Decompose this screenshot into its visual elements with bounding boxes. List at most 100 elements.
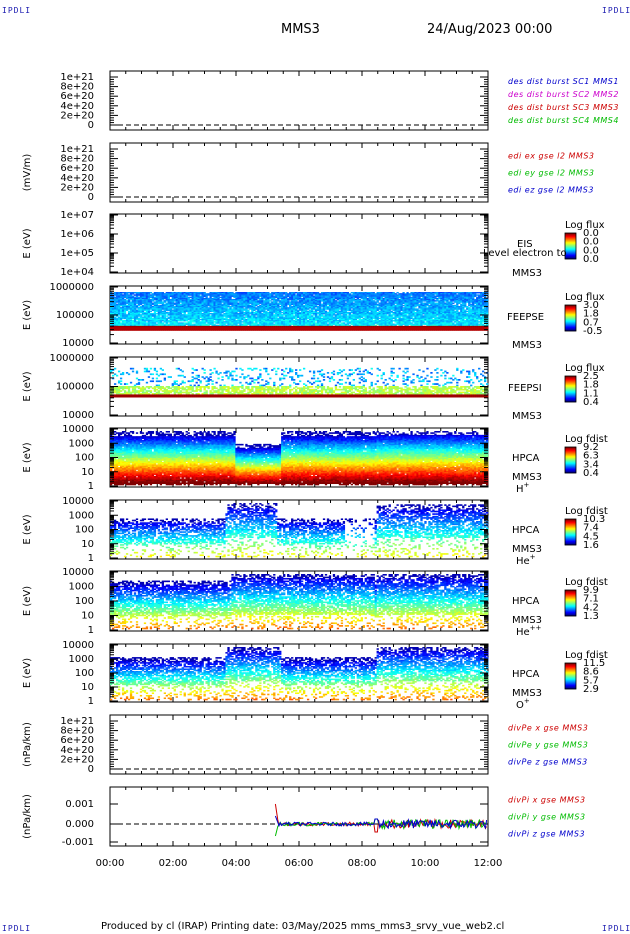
p4-cell	[325, 308, 327, 309]
p4-cell	[215, 329, 217, 330]
p4-cell	[211, 311, 213, 312]
p4-cell	[140, 312, 142, 313]
p4-cell	[168, 310, 170, 311]
p1-legend-item: des dist burst SC2 MMS2	[508, 90, 619, 99]
p4-cell	[205, 321, 207, 322]
p4-cell	[367, 296, 369, 297]
p4-cell	[335, 298, 337, 299]
p4-spectrogram	[110, 292, 488, 331]
p4-cell	[335, 329, 337, 330]
p4-cell	[225, 329, 227, 330]
p10-legend-item: divPe y gse MMS3	[508, 741, 588, 750]
p4-cell	[162, 308, 164, 309]
p4-cell	[385, 329, 387, 330]
p4-cell	[136, 329, 138, 330]
p4-cell	[178, 320, 180, 321]
p4-cell	[353, 300, 355, 301]
p4-cell	[249, 329, 251, 330]
p4-cell	[279, 329, 281, 330]
p4-cell	[377, 324, 379, 325]
p4-cell	[293, 313, 295, 314]
p4-cell	[257, 321, 259, 322]
p4-cell	[188, 319, 190, 320]
p4-cell	[231, 296, 233, 297]
p4-cell	[128, 308, 130, 309]
p4-cell	[255, 305, 257, 306]
p4-cell	[291, 329, 293, 330]
p4-cell	[297, 317, 299, 318]
p4-cell	[243, 306, 245, 307]
p4-cell	[355, 329, 357, 330]
p4-cell	[190, 294, 192, 295]
p4-cell	[321, 300, 323, 301]
p4-cell	[200, 319, 202, 320]
p4-cell	[184, 329, 186, 330]
p1-legend-item: des dist burst SC1 MMS1	[508, 77, 619, 86]
p4-cell	[122, 318, 124, 319]
p4-cell	[307, 329, 309, 330]
p4-cell	[227, 329, 229, 330]
p4-cell	[122, 292, 124, 293]
p4-cell	[375, 299, 377, 300]
p4-cell	[132, 318, 134, 319]
p4-cell	[317, 313, 319, 314]
p4-cell	[279, 306, 281, 307]
p4-cell	[363, 329, 365, 330]
p4-cell	[170, 329, 172, 330]
p4-cell	[339, 308, 341, 309]
p4-cell	[317, 310, 319, 311]
p4-cell	[156, 321, 158, 322]
p4-cell	[379, 308, 381, 309]
p4-cell	[237, 322, 239, 323]
p4-cell	[255, 308, 257, 309]
p4-cell	[323, 329, 325, 330]
p4-cell	[277, 329, 279, 330]
p4-cell	[377, 305, 379, 306]
p4-cell	[223, 311, 225, 312]
p3-ytick-label: 1e+06	[60, 229, 94, 240]
p4-cell	[271, 299, 273, 300]
p4-cell	[387, 313, 389, 314]
p4-cell	[227, 306, 229, 307]
p4-cell	[329, 329, 331, 330]
p4-cell	[162, 329, 164, 330]
p1-ytick-label: 0	[88, 120, 94, 131]
p4-cell	[349, 322, 351, 323]
p4-cell	[393, 310, 395, 311]
p4-cell	[158, 303, 160, 304]
p4-cell	[180, 329, 182, 330]
p4-cell	[309, 329, 311, 330]
p4-cell	[184, 320, 186, 321]
p4-cell	[267, 310, 269, 311]
p4-cell	[211, 296, 213, 297]
p4-cell	[341, 320, 343, 321]
p4-cell	[126, 310, 128, 311]
p4-cell	[301, 329, 303, 330]
p4-cell	[132, 329, 134, 330]
p4-cell	[202, 311, 204, 312]
p4-cell	[170, 296, 172, 297]
p4-cell	[168, 318, 170, 319]
p4-cell	[249, 303, 251, 304]
p4-cell	[142, 303, 144, 304]
p4-cell	[136, 307, 138, 308]
p4-cell	[152, 300, 154, 301]
p4-cell	[347, 329, 349, 330]
p4-cell	[152, 329, 154, 330]
p4-cell	[164, 321, 166, 322]
p4-cell	[365, 329, 367, 330]
p4-cell	[168, 329, 170, 330]
p4-cell	[321, 306, 323, 307]
p4-cell	[394, 329, 396, 330]
p4-cell	[351, 292, 353, 293]
p4-cell	[311, 329, 313, 330]
p1-legend-item: des dist burst SC3 MMS3	[508, 103, 619, 112]
p4-cell	[166, 315, 168, 316]
p4-cell	[383, 296, 385, 297]
p4-cell	[349, 319, 351, 320]
p4-cell	[289, 329, 291, 330]
p4-cell	[341, 329, 343, 330]
p4-cell	[223, 329, 225, 330]
p4-cell	[245, 317, 247, 318]
